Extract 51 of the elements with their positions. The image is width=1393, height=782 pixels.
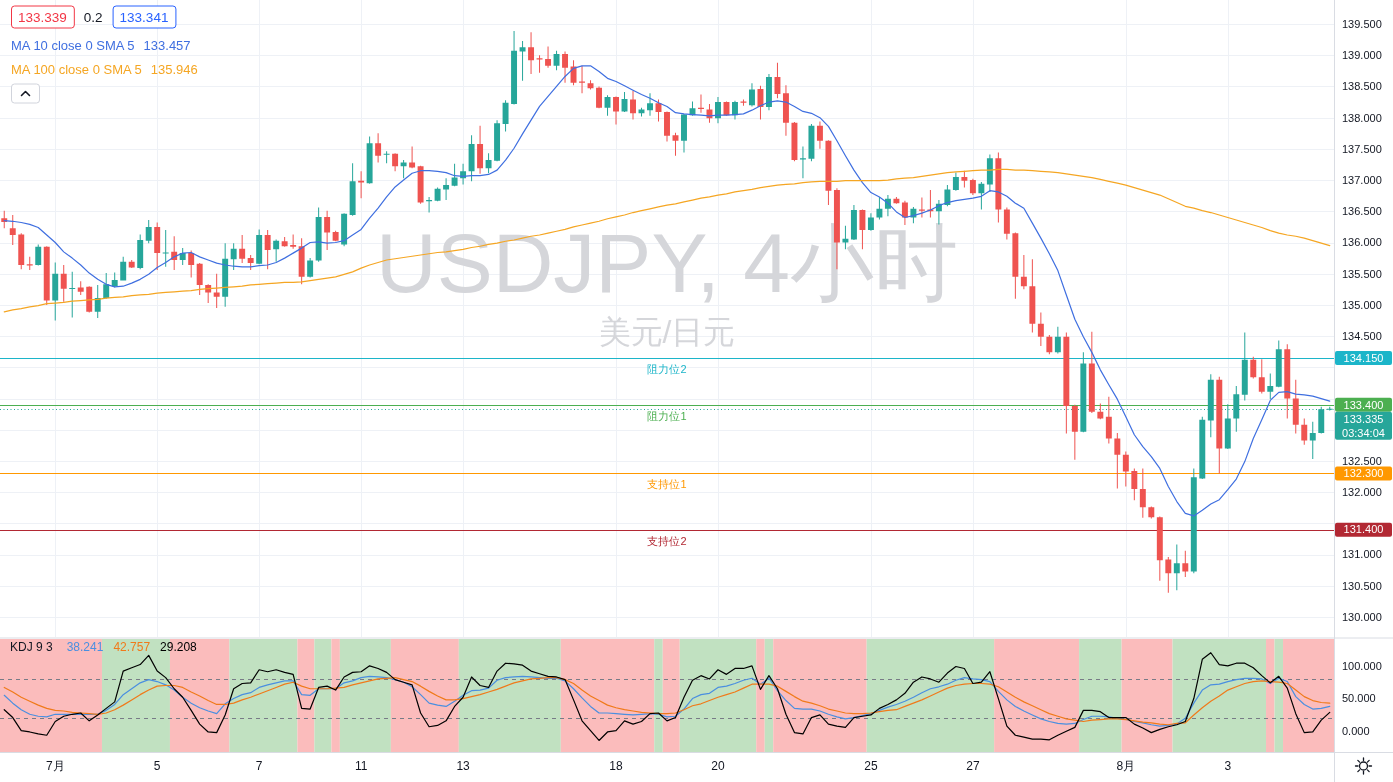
y-tick-label: 0.000 xyxy=(1342,725,1370,738)
y-tick-label: 134.500 xyxy=(1342,329,1382,342)
chart-title: KDJ 9 3 xyxy=(10,640,54,655)
annotation: 阻力位1 xyxy=(647,410,687,423)
ref-line-label: 131.400 xyxy=(1343,523,1384,536)
annotation: 0.2 xyxy=(83,9,103,25)
ref-line-label: 133.400 xyxy=(1343,398,1384,411)
text: MA 10 close 0 SMA 5 xyxy=(11,37,135,53)
y-tick-label: 138.000 xyxy=(1342,111,1382,124)
annotation: 38.241 xyxy=(66,640,104,655)
annotation: 支持位2 xyxy=(647,535,687,548)
x-tick-label: 5 xyxy=(153,759,161,774)
y-tick-label: 130.500 xyxy=(1342,579,1382,592)
annotation: 阻力位2 xyxy=(647,363,687,376)
x-tick-label: 20 xyxy=(711,759,725,774)
x-tick-label: 3 xyxy=(1224,759,1232,774)
x-tick-label: 18 xyxy=(609,759,624,774)
x-tick-label: 25 xyxy=(864,759,878,774)
y-tick-label: 131.000 xyxy=(1342,548,1382,561)
x-tick-label: 11 xyxy=(354,759,368,774)
y-tick-label: 132.000 xyxy=(1342,486,1382,499)
ref-line-label: 132.300 xyxy=(1343,467,1384,480)
text: 03:34:04 xyxy=(1342,426,1385,439)
annotation: 29.208 xyxy=(160,640,198,655)
y-tick-label: 135.500 xyxy=(1342,267,1382,280)
y-tick-label: 136.500 xyxy=(1342,205,1382,218)
y-tick-label: 50.000 xyxy=(1342,692,1376,705)
annotation: 133.457 xyxy=(143,37,191,53)
y-tick-label: 100.000 xyxy=(1342,659,1382,672)
y-tick-label: 139.500 xyxy=(1342,17,1382,30)
x-tick-label: 27 xyxy=(966,759,980,774)
x-tick-label: 8月 xyxy=(1116,759,1136,774)
x-tick-label: 7 xyxy=(255,759,263,774)
y-tick-label: 136.000 xyxy=(1342,236,1382,249)
annotation: 133.339 xyxy=(18,9,67,25)
y-tick-label: 135.000 xyxy=(1342,298,1382,311)
ref-line-label: 134.150 xyxy=(1343,351,1384,364)
annotation: 支持位1 xyxy=(647,478,687,491)
ref-line-label: 133.335 xyxy=(1343,412,1384,425)
annotation: 135.946 xyxy=(150,61,198,77)
y-tick-label: 138.500 xyxy=(1342,80,1382,93)
text: MA 100 close 0 SMA 5 xyxy=(11,61,142,77)
x-tick-label: 13 xyxy=(456,759,471,774)
y-tick-label: 132.500 xyxy=(1342,454,1382,467)
annotation: 42.757 xyxy=(113,640,151,655)
y-tick-label: 139.000 xyxy=(1342,49,1382,62)
x-tick-label: 7月 xyxy=(45,759,65,774)
y-tick-label: 137.000 xyxy=(1342,173,1382,186)
y-tick-label: 130.000 xyxy=(1342,610,1382,623)
y-tick-label: 137.500 xyxy=(1342,142,1382,155)
annotation: 133.341 xyxy=(119,9,169,25)
